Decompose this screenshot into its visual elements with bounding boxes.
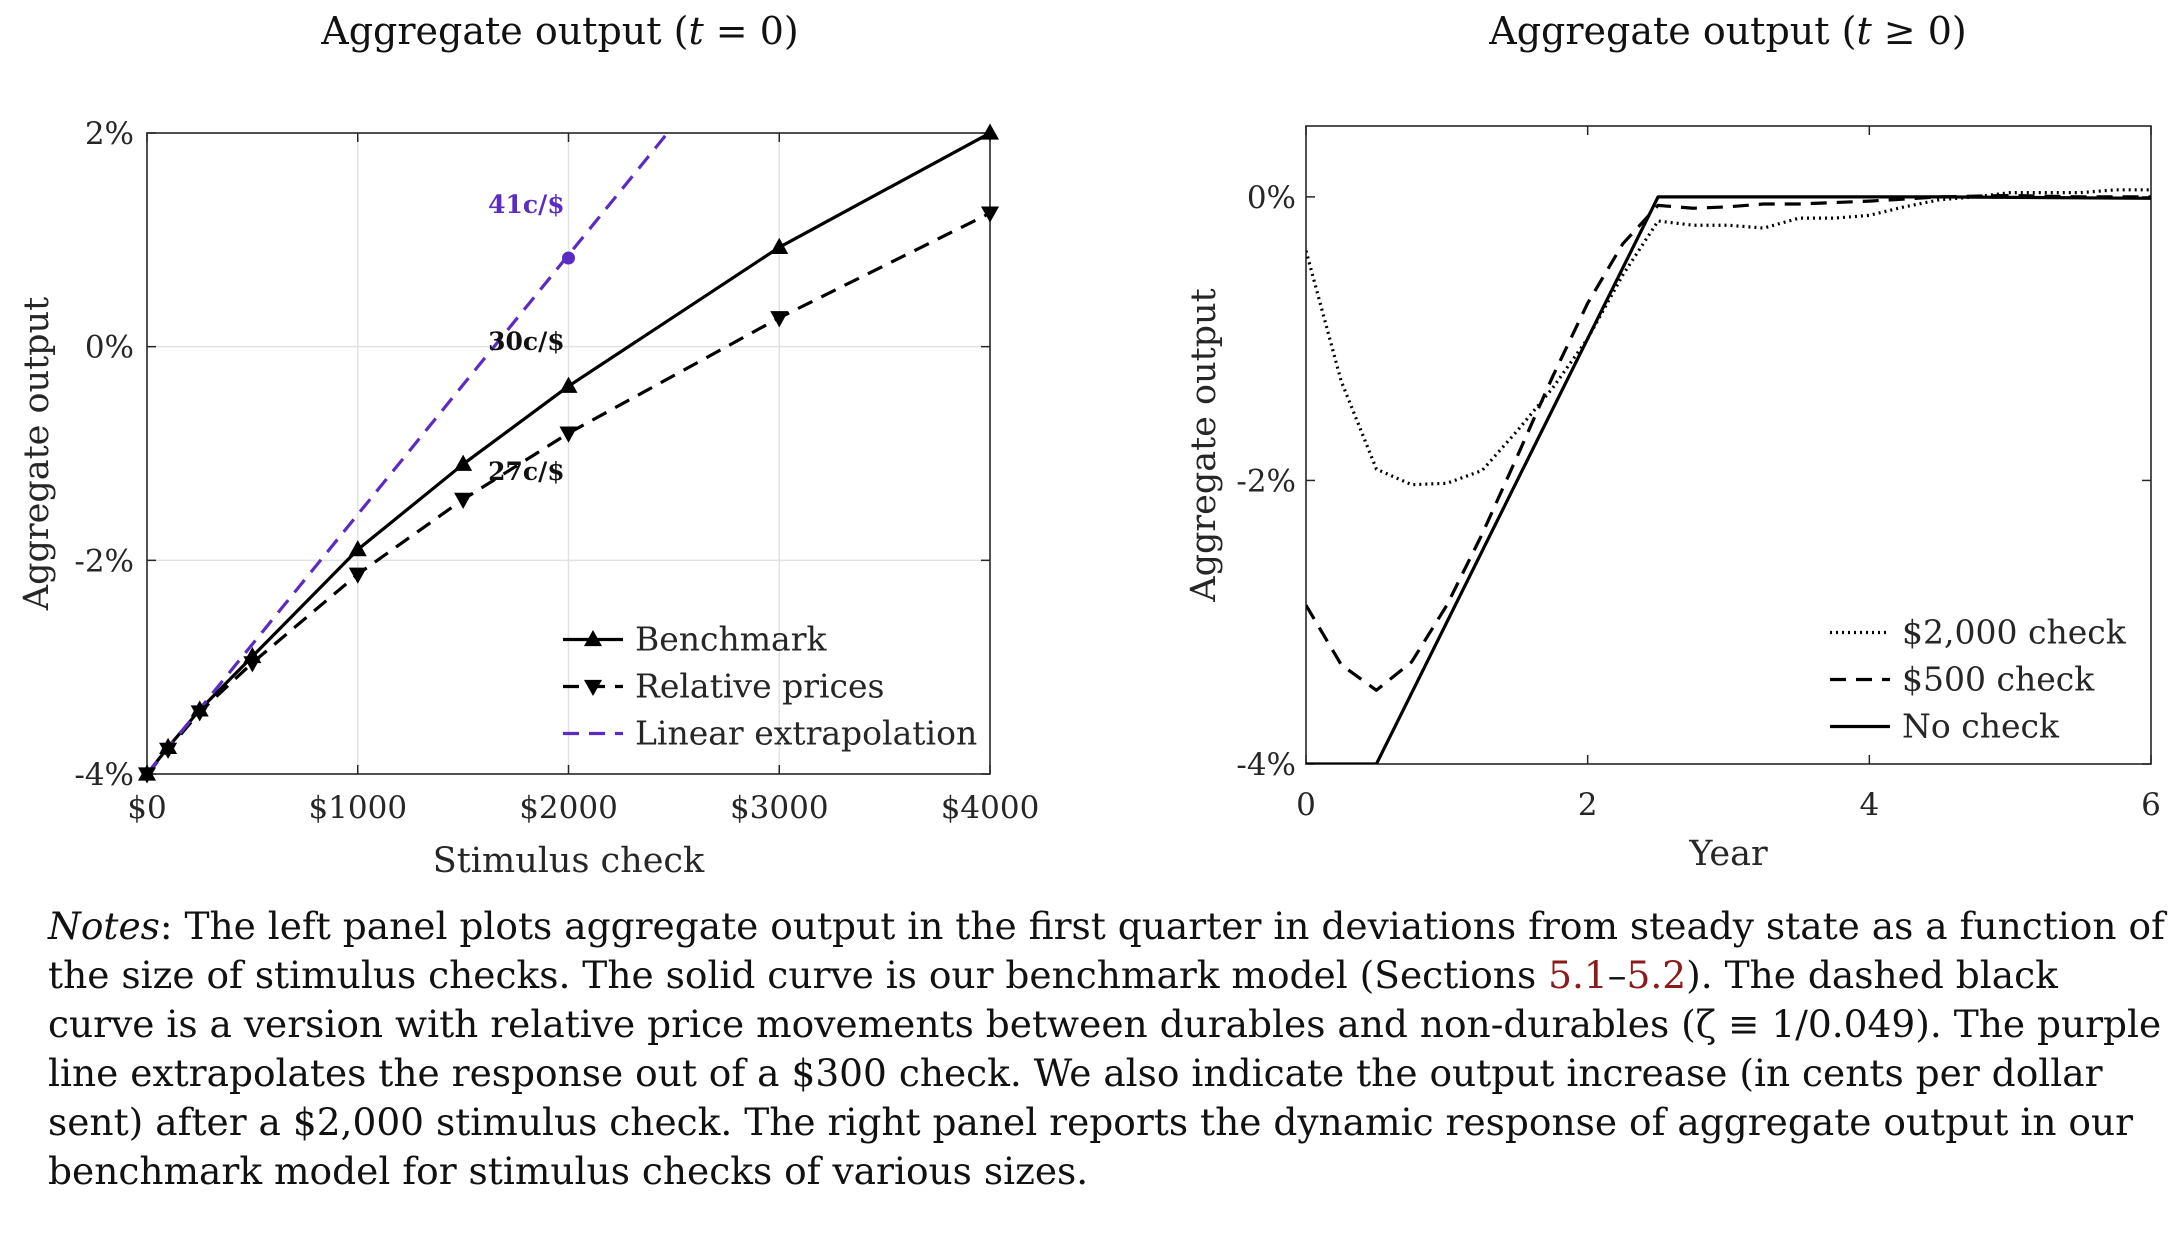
chart-title-part-1: t bbox=[1856, 9, 1872, 53]
y-tick-label-2: 0% bbox=[1247, 180, 1296, 216]
y-tick-label-1: -2% bbox=[1236, 463, 1296, 499]
data-point-relative-prices-0 bbox=[137, 767, 157, 784]
x-axis-label: Stimulus check bbox=[433, 841, 705, 881]
y-tick-label-3: 2% bbox=[85, 116, 134, 152]
x-axis-label: Year bbox=[1688, 834, 1768, 874]
data-point-benchmark-6 bbox=[559, 376, 578, 393]
figure-panels: $0 $1000 $2000 $3000 $4000 -4% -2% 0% 2% 41c/$ 30c… bbox=[17, 9, 2161, 881]
data-point-relative-prices-3 bbox=[243, 656, 262, 673]
notes-text-part1: : The left panel plots aggregate output … bbox=[48, 904, 2165, 997]
chart-title: Aggregate output (t ≥ 0) bbox=[1488, 9, 1966, 53]
legend-entry-2-000-check: $2,000 check bbox=[1902, 613, 2127, 652]
section-ref-end[interactable]: 5.2 bbox=[1626, 953, 1687, 997]
section-ref-start[interactable]: 5.1 bbox=[1548, 953, 1608, 997]
chart-title: Aggregate output (t = 0) bbox=[320, 9, 798, 53]
data-point-benchmark-7 bbox=[770, 237, 789, 254]
y-axis-label: Aggregate output bbox=[17, 297, 57, 611]
data-point-relative-prices-4 bbox=[348, 567, 367, 584]
data-point-relative-prices-5 bbox=[454, 492, 473, 509]
figure-notes: Notes: The left panel plots aggregate ou… bbox=[48, 902, 2168, 1196]
annotation-27c: 27c/$ bbox=[488, 457, 565, 486]
data-point-relative-prices-2 bbox=[190, 705, 209, 722]
legend-marker-relative-prices bbox=[583, 679, 603, 696]
series-line-no-check bbox=[1306, 195, 2151, 764]
series-line-linear-extrapolation bbox=[147, 133, 669, 774]
legend-entry-relative-prices: Relative prices bbox=[635, 667, 884, 706]
legend-entry-no-check: No check bbox=[1902, 707, 2060, 746]
x-tick-label-3: 6 bbox=[2141, 787, 2161, 823]
chart-title-part-2: ≥ 0) bbox=[1872, 9, 1967, 53]
annotation-41c: 41c/$ bbox=[488, 190, 565, 219]
chart-title-part-0: Aggregate output ( bbox=[1488, 9, 1856, 53]
legend-entry-500-check: $500 check bbox=[1902, 660, 2095, 699]
data-point-benchmark-5 bbox=[454, 454, 473, 471]
legend-entry-benchmark: Benchmark bbox=[635, 620, 828, 659]
x-tick-label-0: 0 bbox=[1296, 787, 1316, 823]
plot-area bbox=[1306, 188, 2151, 764]
data-point-relative-prices-1 bbox=[159, 742, 178, 759]
legend-entry-linear-extrapolation: Linear extrapolation bbox=[635, 714, 977, 753]
data-point-relative-prices-7 bbox=[770, 311, 789, 328]
right-chart-panel: 0 2 4 6 -4% -2% 0% Aggregate output (t ≥ 0) Year… bbox=[1184, 9, 2161, 874]
y-tick-label-2: 0% bbox=[85, 330, 134, 366]
y-tick-label-0: -4% bbox=[1236, 747, 1296, 783]
x-tick-label-2: 4 bbox=[1859, 787, 1879, 823]
extrapolation-point-marker bbox=[562, 251, 575, 265]
section-ref-separator: – bbox=[1607, 953, 1627, 997]
chart-title-part-0: Aggregate output ( bbox=[320, 9, 688, 53]
x-tick-label-1: 2 bbox=[1578, 787, 1598, 823]
x-tick-label-1: $1000 bbox=[308, 790, 407, 826]
data-point-relative-prices-6 bbox=[559, 426, 578, 443]
chart-title-part-1: t bbox=[688, 9, 704, 53]
notes-lead: Notes bbox=[48, 904, 160, 948]
chart-title-part-2: = 0) bbox=[704, 9, 799, 53]
annotation-30c: 30c/$ bbox=[488, 327, 565, 356]
data-point-benchmark-4 bbox=[348, 540, 367, 557]
series-line-2-000-check bbox=[1306, 188, 2151, 487]
notes-text-part2: ). The dashed black curve is a version w… bbox=[48, 953, 2162, 1193]
plot-frame bbox=[1305, 125, 2152, 765]
y-axis-label: Aggregate output bbox=[1184, 288, 1224, 602]
data-point-relative-prices-8 bbox=[980, 206, 1000, 223]
x-tick-label-0: $0 bbox=[127, 790, 166, 826]
legend-marker-benchmark bbox=[583, 630, 603, 647]
x-tick-label-4: $4000 bbox=[941, 790, 1040, 826]
x-tick-label-2: $2000 bbox=[519, 790, 618, 826]
y-tick-label-1: -2% bbox=[74, 543, 134, 579]
y-tick-label-0: -4% bbox=[74, 757, 134, 793]
x-tick-label-3: $3000 bbox=[730, 790, 829, 826]
left-chart-panel: $0 $1000 $2000 $3000 $4000 -4% -2% 0% 2% 41c/$ 30c… bbox=[17, 9, 1039, 881]
data-point-benchmark-8 bbox=[980, 123, 1000, 140]
